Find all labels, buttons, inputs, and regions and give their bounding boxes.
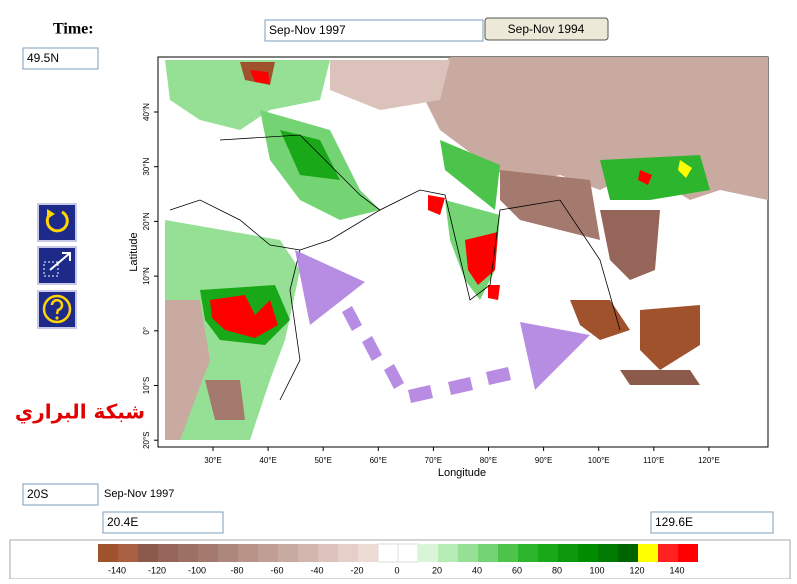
colorbar-tick-label: 60 — [512, 565, 522, 575]
colorbar-tick-label: 0 — [394, 565, 399, 575]
lon-label: 40°E — [259, 456, 276, 465]
color-swatch — [218, 544, 238, 562]
color-swatch — [178, 544, 198, 562]
color-swatch — [98, 544, 118, 562]
lon-max-input[interactable] — [650, 511, 774, 534]
color-swatch — [538, 544, 558, 562]
color-swatch — [498, 544, 518, 562]
color-swatch — [397, 543, 419, 563]
color-swatch — [298, 544, 318, 562]
watermark: شبكة البراري — [15, 400, 145, 425]
map: شبكة البراري Longitude Latitude — [15, 56, 769, 479]
lon-label: 50°E — [314, 456, 331, 465]
compare-button[interactable] — [484, 17, 609, 41]
lat-label: 20°N — [142, 212, 151, 230]
lat-label: 10°S — [142, 377, 151, 394]
color-swatch — [478, 544, 498, 562]
zoom-button[interactable] — [37, 246, 77, 285]
lat-label: 20°S — [142, 431, 151, 448]
colorbar-tick-label: 120 — [629, 565, 644, 575]
color-swatch — [158, 544, 178, 562]
color-swatch — [258, 544, 278, 562]
lat-max-text: 49.5N — [27, 51, 59, 65]
refresh-button[interactable] — [37, 203, 77, 242]
color-swatch — [438, 544, 458, 562]
colorbar-tick-label: 80 — [552, 565, 562, 575]
color-swatch — [598, 544, 618, 562]
time-label: Time: — [53, 21, 94, 38]
color-swatch — [518, 544, 538, 562]
color-swatch — [658, 544, 678, 562]
help-button[interactable] — [37, 290, 77, 329]
color-swatch — [198, 544, 218, 562]
color-swatch — [458, 544, 478, 562]
footer-period: Sep-Nov 1997 — [104, 488, 174, 500]
lon-min-text: 20.4E — [107, 515, 138, 529]
colorbar-tick-label: 20 — [432, 565, 442, 575]
lon-label: 90°E — [535, 456, 552, 465]
color-swatch — [338, 544, 358, 562]
color-swatch — [318, 544, 338, 562]
colorbar-tick-label: 140 — [669, 565, 684, 575]
color-swatch — [418, 544, 438, 562]
color-swatch — [278, 544, 298, 562]
compare-button-text: Sep-Nov 1994 — [508, 22, 585, 36]
colorbar-tick-label: -120 — [148, 565, 166, 575]
color-swatch — [238, 544, 258, 562]
color-swatch — [678, 544, 698, 562]
period-input-text: Sep-Nov 1997 — [269, 23, 346, 37]
lat-label: 40°N — [142, 103, 151, 121]
lat-label: 10°N — [142, 267, 151, 285]
lat-max-input[interactable] — [22, 47, 99, 70]
lon-label: 120°E — [698, 456, 720, 465]
x-axis-label: Longitude — [438, 467, 486, 479]
color-swatch — [118, 544, 138, 562]
lon-label: 110°E — [643, 456, 664, 465]
colorbar-tick-label: -60 — [270, 565, 283, 575]
color-swatch — [638, 544, 658, 562]
lon-label: 70°E — [425, 456, 442, 465]
lon-label: 100°E — [588, 456, 610, 465]
color-swatch — [358, 544, 378, 562]
lon-label: 30°E — [204, 456, 221, 465]
period-input[interactable] — [264, 19, 484, 42]
lat-label: 0° — [142, 327, 151, 335]
colorbar-tick-label: -20 — [350, 565, 363, 575]
lon-min-input[interactable] — [102, 511, 224, 534]
lat-label: 30°N — [142, 158, 151, 176]
color-swatch — [377, 543, 399, 563]
color-swatch — [138, 544, 158, 562]
lon-max-text: 129.6E — [655, 515, 693, 529]
lon-label: 80°E — [480, 456, 497, 465]
color-swatch — [558, 544, 578, 562]
colorbar-tick-label: 40 — [472, 565, 482, 575]
colorbar-tick-label: 100 — [589, 565, 604, 575]
lat-min-input[interactable] — [22, 483, 99, 506]
lat-min-text: 20S — [27, 487, 48, 501]
color-swatch — [618, 544, 638, 562]
colorbar-tick-label: -100 — [188, 565, 206, 575]
y-axis-label: Latitude — [128, 232, 140, 271]
colorbar-tick-label: -80 — [230, 565, 243, 575]
lon-label: 60°E — [370, 456, 387, 465]
colorbar-tick-label: -40 — [310, 565, 323, 575]
color-swatch — [578, 544, 598, 562]
colorbar-tick-label: -140 — [108, 565, 126, 575]
